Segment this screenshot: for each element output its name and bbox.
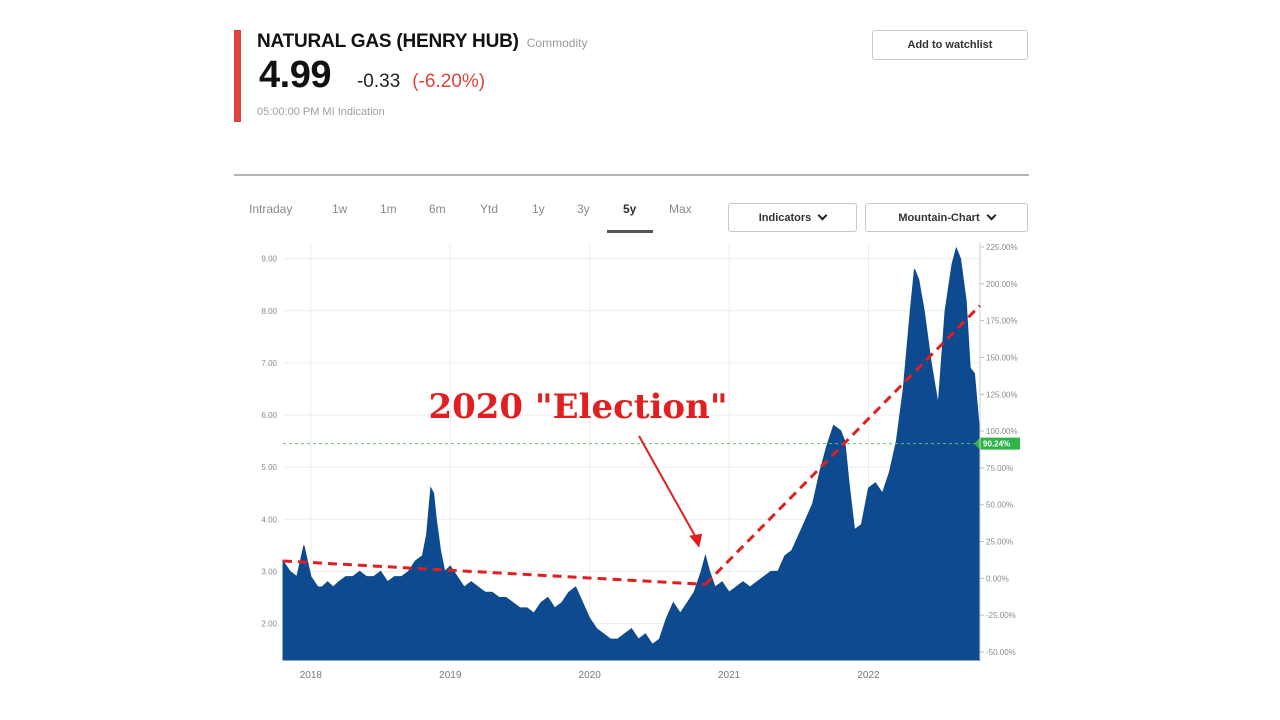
quote-title-row: NATURAL GAS (HENRY HUB) Commodity xyxy=(257,31,587,53)
right-tick-label: -50.00% xyxy=(986,648,1016,657)
y-tick-label: 7.00 xyxy=(261,359,277,368)
tab-5y[interactable]: 5y xyxy=(623,202,637,216)
tab-max[interactable]: Max xyxy=(669,202,692,216)
price-area-series xyxy=(282,246,981,661)
tab-intraday[interactable]: Intraday xyxy=(249,202,293,216)
trend-line xyxy=(704,304,982,586)
x-tick-label: 2022 xyxy=(857,670,880,681)
quote-title: NATURAL GAS (HENRY HUB) xyxy=(257,31,519,52)
header-divider xyxy=(234,174,1029,176)
y-tick-label: 3.00 xyxy=(261,567,277,576)
x-tick-label: 2021 xyxy=(718,670,741,681)
indicators-label: Indicators xyxy=(758,211,812,224)
tab-3y[interactable]: 3y xyxy=(577,202,590,216)
right-tick-label: 50.00% xyxy=(986,501,1013,510)
add-to-watchlist-button[interactable]: Add to watchlist xyxy=(872,30,1028,60)
reference-badge-label: 90.24% xyxy=(983,440,1010,449)
last-price: 4.99 xyxy=(259,54,331,96)
accent-bar xyxy=(234,30,241,122)
chart-type-label: Mountain-Chart xyxy=(898,211,980,224)
tab-1m[interactable]: 1m xyxy=(380,202,397,216)
trend-line xyxy=(282,559,706,586)
right-tick-label: 125.00% xyxy=(986,390,1018,399)
right-tick-label: 75.00% xyxy=(986,464,1013,473)
quote-category: Commodity xyxy=(526,36,588,50)
indicators-dropdown[interactable]: Indicators xyxy=(728,203,857,232)
right-tick-label: 0.00% xyxy=(986,574,1009,583)
x-tick-label: 2020 xyxy=(579,670,602,681)
reference-line: 90.24% xyxy=(283,437,1020,450)
tab-6m[interactable]: 6m xyxy=(429,202,446,216)
y-tick-label: 6.00 xyxy=(261,411,277,420)
x-tick-label: 2018 xyxy=(300,670,323,681)
reference-badge xyxy=(974,437,1020,450)
quote-timestamp: 05:00:00 PM MI Indication xyxy=(257,106,385,118)
price-row: 4.99 -0.33 (-6.20%) xyxy=(259,54,485,97)
chart-annotations: 2020 "Election" xyxy=(428,387,728,548)
y-tick-label: 8.00 xyxy=(261,307,277,316)
price-change-percent: (-6.20%) xyxy=(412,71,486,92)
y-tick-label: 4.00 xyxy=(261,515,277,524)
chart-axes: 9.00 8.00 7.00 6.00 5.00 4.00 3.00 2.00 2018 2019… xyxy=(261,243,1018,681)
x-tick-label: 2019 xyxy=(439,670,462,681)
y-tick-label: 9.00 xyxy=(261,255,277,264)
chart-area xyxy=(282,246,981,661)
right-tick-label: 175.00% xyxy=(986,317,1018,326)
y-tick-label: 5.00 xyxy=(261,463,277,472)
y-tick-label: 2.00 xyxy=(261,620,277,629)
tab-1w[interactable]: 1w xyxy=(332,202,348,216)
right-tick-label: 225.00% xyxy=(986,243,1018,252)
right-tick-label: -25.00% xyxy=(986,611,1016,620)
chart-type-dropdown[interactable]: Mountain-Chart xyxy=(865,203,1028,232)
tab-1y[interactable]: 1y xyxy=(532,202,545,216)
annotation-election-label: 2020 "Election" xyxy=(428,387,727,427)
right-tick-label: 150.00% xyxy=(986,353,1018,362)
tab-ytd[interactable]: Ytd xyxy=(480,202,499,216)
annotation-arrow-line xyxy=(638,435,699,541)
price-change: -0.33 xyxy=(356,71,401,92)
active-tab-underline xyxy=(607,230,653,233)
annotation-arrow-head xyxy=(689,533,703,548)
trend-lines xyxy=(282,304,982,586)
right-tick-label: 200.00% xyxy=(986,280,1018,289)
right-tick-label: 100.00% xyxy=(986,427,1018,436)
right-tick-label: 25.00% xyxy=(986,538,1013,547)
